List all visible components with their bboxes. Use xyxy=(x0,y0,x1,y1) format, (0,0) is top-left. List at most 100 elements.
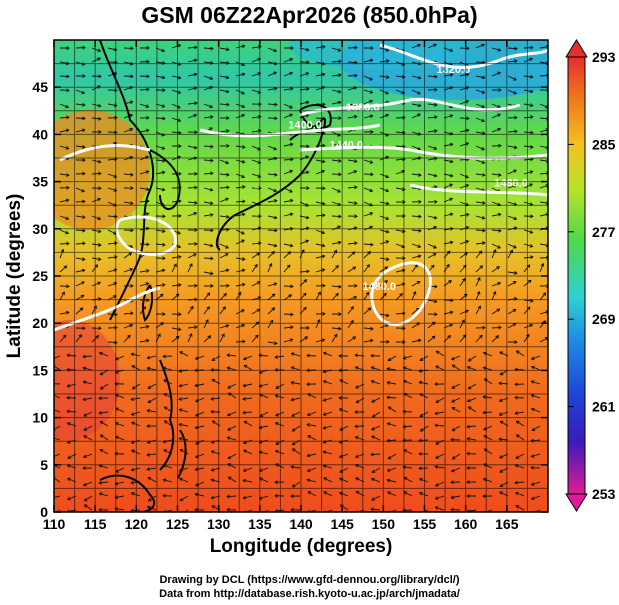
wind-vector xyxy=(54,464,61,469)
wind-vector xyxy=(331,159,341,162)
wind-vector xyxy=(267,283,277,287)
wind-vector xyxy=(203,47,214,50)
wind-vector xyxy=(379,47,389,52)
wind-vector xyxy=(155,75,165,79)
wind-vector xyxy=(491,213,501,217)
wind-vector xyxy=(363,285,374,288)
wind-arrowhead xyxy=(227,385,231,389)
wind-vector xyxy=(227,354,237,357)
wind-vector xyxy=(507,75,517,81)
wind-arrowhead xyxy=(401,282,406,287)
wind-arrowhead xyxy=(322,283,326,288)
wind-arrowhead xyxy=(242,478,247,483)
wind-arrowhead xyxy=(386,422,391,426)
wind-vector xyxy=(139,325,149,329)
wind-arrowhead xyxy=(241,91,245,95)
wind-vector xyxy=(331,327,342,330)
wind-arrowhead xyxy=(355,399,360,404)
wind-arrowhead xyxy=(288,294,293,298)
wind-vector xyxy=(131,411,141,416)
wind-arrowhead xyxy=(273,282,278,287)
wind-arrowhead xyxy=(130,397,135,402)
wind-arrowhead xyxy=(307,509,310,512)
wind-arrowhead xyxy=(225,214,230,219)
wind-vector xyxy=(115,422,125,427)
wind-arrowhead xyxy=(321,230,326,235)
wind-arrowhead xyxy=(321,45,326,49)
y-axis-label: Latitude (degrees) xyxy=(4,193,25,359)
wind-arrowhead xyxy=(225,197,230,202)
colorbar-ticks: 293 285 277 269 261 253 xyxy=(568,49,616,502)
wind-vector xyxy=(379,324,389,329)
wind-vector xyxy=(331,74,341,77)
wind-vector xyxy=(235,229,245,235)
wind-vector xyxy=(523,116,533,119)
wind-arrowhead xyxy=(369,338,374,343)
wind-vector xyxy=(179,409,189,413)
wind-vector xyxy=(83,435,93,441)
wind-arrowhead xyxy=(98,492,103,496)
wind-vector xyxy=(339,467,349,473)
wind-vector xyxy=(459,100,469,105)
wind-arrowhead xyxy=(177,118,182,123)
contour-label: 1440.0 xyxy=(329,140,363,152)
wind-vector xyxy=(195,383,205,387)
wind-arrowhead xyxy=(434,284,438,289)
wind-arrowhead xyxy=(322,351,327,356)
wind-vector xyxy=(147,409,157,413)
wind-vector xyxy=(436,350,445,357)
wind-vector xyxy=(251,72,261,77)
wind-vector xyxy=(219,293,227,301)
wind-arrowhead xyxy=(129,127,134,132)
wind-vector xyxy=(475,89,485,94)
wind-arrowhead xyxy=(402,200,406,204)
wind-arrowhead xyxy=(82,397,87,402)
wind-vector xyxy=(139,103,149,108)
wind-vector xyxy=(267,243,277,247)
wind-vector xyxy=(475,215,485,219)
wind-arrowhead xyxy=(492,248,497,253)
wind-vector xyxy=(387,479,397,483)
wind-vector xyxy=(75,129,85,133)
wind-vector xyxy=(339,379,349,385)
y-tick-label: 20 xyxy=(32,315,48,331)
wind-vector xyxy=(475,201,485,204)
wind-vector xyxy=(427,103,437,106)
wind-arrowhead xyxy=(83,497,88,502)
wind-vector xyxy=(259,383,269,387)
wind-vector xyxy=(363,243,374,246)
wind-arrowhead xyxy=(95,335,100,339)
x-tick-label: 160 xyxy=(454,516,478,532)
wind-arrowhead xyxy=(226,172,230,177)
wind-arrowhead xyxy=(354,185,358,190)
wind-arrowhead xyxy=(385,48,390,52)
wind-arrowhead xyxy=(194,200,198,205)
wind-vector xyxy=(243,467,253,472)
wind-vector xyxy=(187,212,197,217)
wind-arrowhead xyxy=(130,412,135,416)
wind-arrowhead xyxy=(545,184,548,188)
wind-arrowhead xyxy=(466,437,471,441)
wind-vector xyxy=(187,87,197,91)
wind-arrowhead xyxy=(273,243,278,248)
wind-arrowhead xyxy=(211,505,216,509)
wind-vector xyxy=(203,243,213,247)
wind-arrowhead xyxy=(333,333,338,338)
wind-vector xyxy=(427,335,436,343)
wind-vector xyxy=(219,198,229,203)
wind-vector xyxy=(395,89,405,94)
wind-vector xyxy=(347,201,357,204)
wind-arrowhead xyxy=(306,353,310,358)
colorbar-bottom-arrow xyxy=(565,493,588,512)
wind-arrowhead xyxy=(417,91,421,95)
wind-vector xyxy=(387,368,397,371)
wind-vector xyxy=(99,492,109,497)
wind-vector xyxy=(467,438,477,441)
wind-vector xyxy=(315,170,325,175)
wind-vector xyxy=(491,266,500,273)
wind-vector xyxy=(59,311,69,315)
wind-vector xyxy=(507,243,517,249)
wind-arrowhead xyxy=(434,87,438,92)
wind-arrowhead xyxy=(433,245,437,249)
x-tick-label: 150 xyxy=(372,516,396,532)
